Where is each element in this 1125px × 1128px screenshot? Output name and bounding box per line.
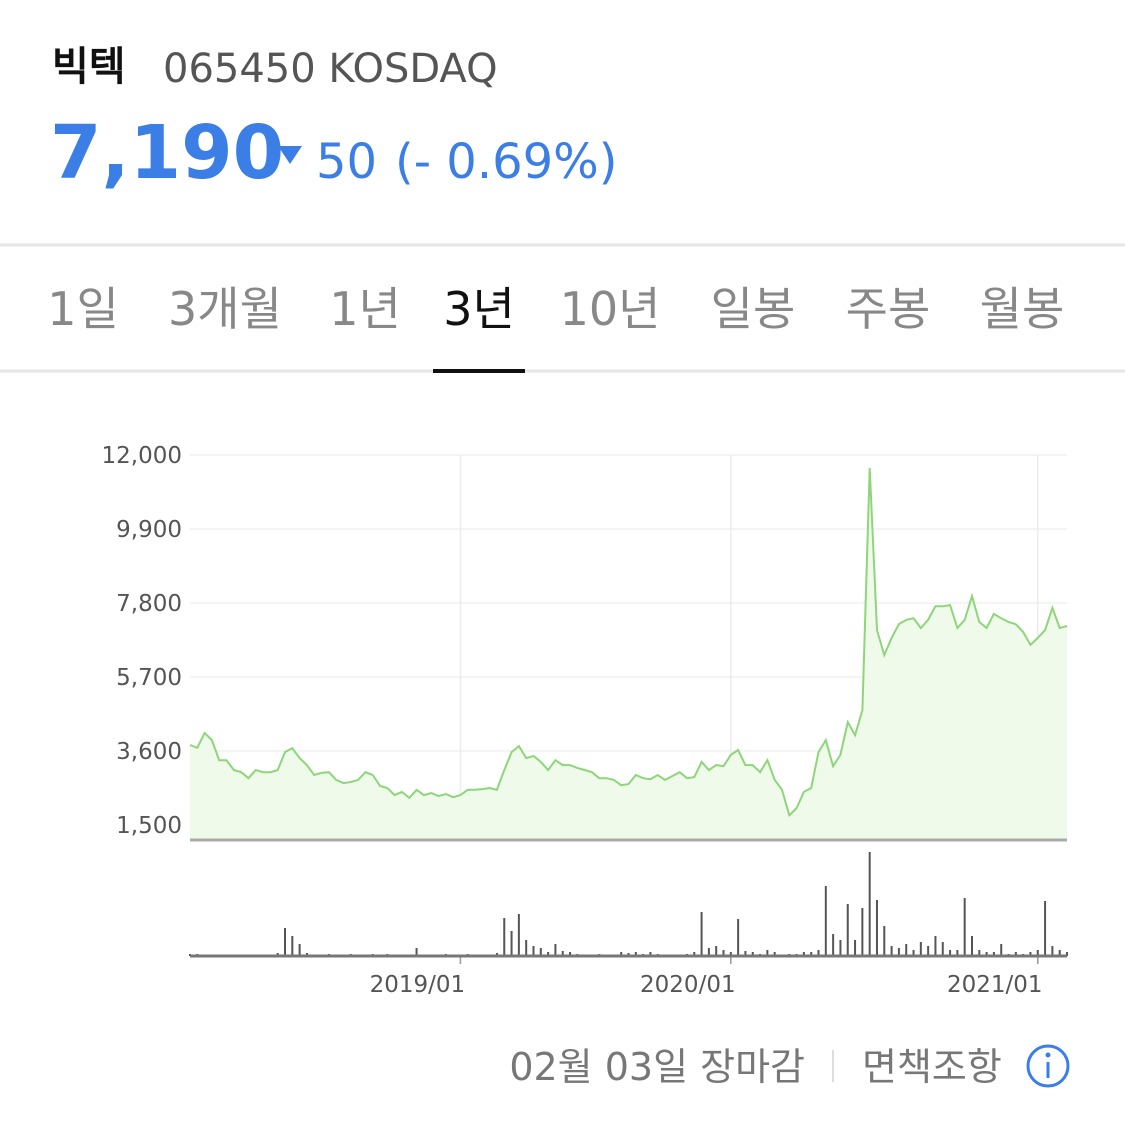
volume-bar: [1014, 952, 1017, 956]
x-tick-label: 2021/01: [947, 972, 1043, 998]
disclaimer[interactable]: 면책조항: [862, 1045, 1002, 1089]
stock-code: 065450 KOSDAQ: [163, 46, 498, 92]
volume-bar: [927, 946, 930, 956]
volume-bar: [298, 944, 301, 956]
volume-bar: [992, 952, 995, 956]
y-tick-label: 5,700: [116, 665, 182, 691]
volume-bar: [620, 952, 623, 956]
volume-bar: [875, 900, 878, 956]
volume-bar: [291, 936, 294, 956]
volume-bar: [912, 950, 915, 956]
price-line: [189, 467, 1068, 818]
volume-bar: [561, 951, 564, 956]
volume-bar: [751, 952, 754, 956]
volume-bar: [707, 948, 710, 956]
volume-bar: [883, 926, 886, 956]
volume-bar: [517, 914, 520, 956]
y-tick-label: 7,800: [116, 591, 182, 617]
tab[interactable]: 일봉: [711, 282, 796, 336]
volume-bar: [810, 952, 813, 956]
tab[interactable]: 주봉: [846, 282, 931, 336]
price: 7,190: [50, 110, 284, 196]
tab[interactable]: 1일: [47, 282, 119, 336]
tab-underline: [433, 369, 525, 373]
volume-bar: [1029, 952, 1032, 956]
volume-bar: [817, 950, 820, 956]
volume-bar: [839, 940, 842, 956]
y-tick-label: 12,000: [102, 443, 182, 469]
volume-bar: [510, 931, 513, 956]
tab[interactable]: 3년: [443, 282, 515, 336]
volume-bar: [503, 918, 506, 956]
volume-bar: [737, 919, 740, 956]
volume-bar: [722, 950, 725, 956]
volume-bar: [905, 944, 908, 956]
volume-bar: [1066, 952, 1068, 956]
volume-bar: [846, 904, 849, 956]
tabs: 1일 3개월 1년 3년 10년 일봉 주봉 월봉: [47, 282, 1064, 373]
volume-bar: [547, 952, 550, 956]
volume-bar: [824, 886, 827, 956]
volume-bar: [284, 928, 287, 956]
volume-bar: [744, 951, 747, 956]
volume-bar: [919, 942, 922, 956]
volume-bar: [1058, 950, 1061, 956]
volume-bar: [963, 898, 966, 956]
x-tick-label: 2020/01: [640, 972, 736, 998]
volume-bar: [934, 936, 937, 956]
y-tick-label: 3,600: [116, 739, 182, 765]
volume-bar: [897, 948, 900, 956]
stock-name: 빅텍: [52, 44, 126, 90]
volume-bar: [868, 852, 871, 956]
volume-bar: [1000, 944, 1003, 956]
volume-bar: [634, 952, 637, 956]
info-icon[interactable]: [1026, 1044, 1070, 1088]
volume-bar: [415, 948, 418, 956]
volume-bar: [525, 940, 528, 956]
volume-bar: [832, 934, 835, 956]
volume-bar: [985, 952, 988, 956]
volume-bar: [715, 946, 718, 956]
y-tick-label: 9,900: [116, 517, 182, 543]
x-tick-label: 2019/01: [370, 972, 466, 998]
volume-bar: [766, 950, 769, 956]
volume-bar: [802, 952, 805, 956]
chart: 1,500 3,600 5,700 7,800 9,900 12,000 2019/01 20…: [102, 443, 1068, 998]
volume-bar: [956, 950, 959, 956]
tab[interactable]: 3개월: [168, 282, 282, 336]
volume-bar: [649, 952, 652, 956]
volume-bar: [854, 940, 857, 956]
volume-bar: [861, 908, 864, 956]
tab[interactable]: 월봉: [980, 282, 1065, 336]
volume-bar: [773, 952, 776, 956]
volume-bar: [554, 944, 557, 956]
volume-bar: [978, 950, 981, 956]
volume-bar: [700, 912, 703, 956]
volume-bar: [890, 946, 893, 956]
volume-bar: [949, 950, 952, 956]
volume-bar: [539, 948, 542, 956]
volume-bar: [532, 946, 535, 956]
volume-bar: [941, 942, 944, 956]
price-area: [190, 468, 1067, 840]
volume-bar: [569, 952, 572, 956]
down-arrow: [278, 146, 302, 164]
volume-bar: [970, 936, 973, 956]
volume-bar: [693, 952, 696, 956]
tab[interactable]: 1년: [329, 282, 401, 336]
change: 50: [316, 134, 377, 190]
volume-bar: [1044, 901, 1047, 956]
tab[interactable]: 10년: [560, 282, 661, 336]
change-percent: (- 0.69%): [395, 134, 618, 190]
volume-bar: [729, 952, 732, 956]
volume-bar: [1051, 946, 1054, 956]
market-status: 02월 03일 장마감: [509, 1045, 805, 1089]
y-tick-label: 1,500: [116, 813, 182, 839]
volume-bar: [1036, 950, 1039, 956]
